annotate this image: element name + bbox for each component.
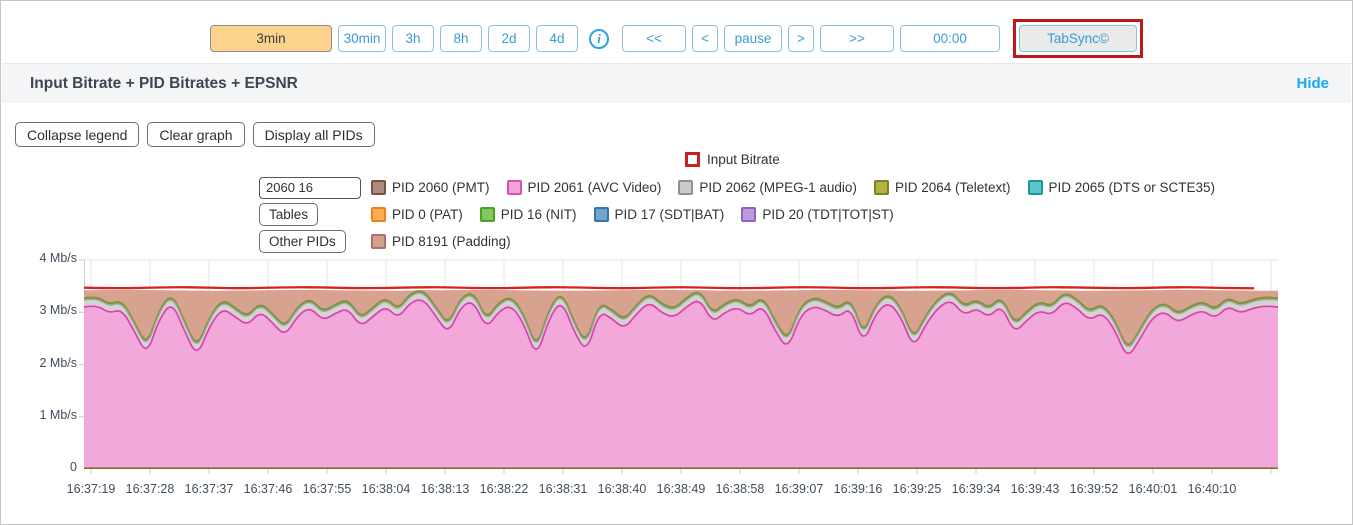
legend-item-pid-0-pat-[interactable]: PID 0 (PAT) [371, 207, 463, 222]
legend-item-pid-2064-teletext-[interactable]: PID 2064 (Teletext) [873, 180, 1011, 195]
legend-item-pid-2061-avc-video-[interactable]: PID 2061 (AVC Video) [506, 180, 662, 195]
legend-swatch [741, 207, 757, 222]
x-tick-label: 16:40:01 [1128, 482, 1178, 496]
x-tick-label: 16:38:58 [715, 482, 765, 496]
x-tick-label: 16:37:46 [243, 482, 293, 496]
legend-swatch [1027, 180, 1043, 195]
legend-swatch [593, 207, 609, 222]
time-range-button-2d[interactable]: 2d [488, 25, 530, 52]
legend-label: PID 8191 (Padding) [392, 234, 511, 249]
legend-item-pid-2065-dts-or-scte35-[interactable]: PID 2065 (DTS or SCTE35) [1027, 180, 1216, 195]
legend-swatch [873, 180, 889, 195]
x-tick-label: 16:38:40 [597, 482, 647, 496]
legend-label: PID 17 (SDT|BAT) [614, 207, 725, 222]
fast-forward-button[interactable]: >> [820, 25, 894, 52]
step-forward-button[interactable]: > [788, 25, 814, 52]
x-tick-label: 16:38:13 [420, 482, 470, 496]
legend-item-pid-20-tdt-tot-st-[interactable]: PID 20 (TDT|TOT|ST) [741, 207, 894, 222]
hide-link[interactable]: Hide [1296, 75, 1329, 92]
legend-row-tables: Tables PID 0 (PAT) PID 16 (NIT) PID 17 (SD… [259, 201, 1215, 228]
legend-row-other-pids: Other PIDs PID 8191 (Padding) [259, 228, 1215, 255]
x-tick-label: 16:39:52 [1069, 482, 1119, 496]
legend-label: PID 2062 (MPEG-1 audio) [699, 180, 857, 195]
time-offset-button[interactable]: 00:00 [900, 25, 1000, 52]
legend-label: PID 0 (PAT) [392, 207, 463, 222]
clear-graph-button[interactable]: Clear graph [147, 122, 245, 147]
y-tick-label: 4 Mb/s [39, 251, 77, 265]
legend-item-pid-17-sdt-bat-[interactable]: PID 17 (SDT|BAT) [593, 207, 725, 222]
time-range-button-3h[interactable]: 3h [392, 25, 434, 52]
x-tick-label: 16:37:37 [184, 482, 234, 496]
pause-button[interactable]: pause [724, 25, 782, 52]
top-toolbar: 3min 30min 3h 8h 2d 4d i << < pause > >>… [1, 19, 1352, 58]
red-annotation-box: TabSync© [1013, 19, 1143, 58]
y-tick-label: 0 [70, 460, 77, 474]
legend-label: PID 16 (NIT) [500, 207, 577, 222]
input-bitrate-label: Input Bitrate [707, 152, 780, 167]
tabsync-button[interactable]: TabSync© [1019, 25, 1137, 52]
time-range-button-4d[interactable]: 4d [536, 25, 578, 52]
pid-legend: PID 2060 (PMT) PID 2061 (AVC Video) PID 20… [259, 174, 1215, 255]
panel-title: Input Bitrate + PID Bitrates + EPSNR [30, 74, 298, 92]
x-tick-label: 16:38:22 [479, 482, 529, 496]
x-tick-label: 16:39:43 [1010, 482, 1060, 496]
y-tick-label: 1 Mb/s [39, 407, 77, 422]
step-back-button[interactable]: < [692, 25, 718, 52]
x-tick-label: 16:39:16 [833, 482, 883, 496]
legend-swatch [479, 207, 495, 222]
legend-label: PID 2064 (Teletext) [894, 180, 1011, 195]
legend-item-pid-16-nit-[interactable]: PID 16 (NIT) [479, 207, 577, 222]
tables-button[interactable]: Tables [259, 203, 319, 226]
y-tick-label: 3 Mb/s [39, 303, 77, 318]
x-tick-label: 16:37:55 [302, 482, 352, 496]
legend-label: PID 20 (TDT|TOT|ST) [762, 207, 894, 222]
time-range-button-8h[interactable]: 8h [440, 25, 482, 52]
x-tick-label: 16:39:25 [892, 482, 942, 496]
legend-label: PID 2060 (PMT) [392, 180, 490, 195]
y-tick-label: 2 Mb/s [39, 355, 77, 370]
legend-item-pid-2060-pmt-[interactable]: PID 2060 (PMT) [371, 180, 490, 195]
legend-label: PID 2061 (AVC Video) [527, 180, 662, 195]
time-range-button-3min[interactable]: 3min [210, 25, 332, 52]
legend-row-filtered-pids: PID 2060 (PMT) PID 2061 (AVC Video) PID 20… [259, 174, 1215, 201]
legend-swatch [371, 207, 386, 222]
input-bitrate-swatch [685, 152, 700, 167]
legend-item-input-bitrate[interactable]: Input Bitrate [685, 152, 780, 167]
x-tick-label: 16:39:07 [774, 482, 824, 496]
legend-swatch [371, 234, 386, 249]
info-icon[interactable]: i [589, 28, 609, 49]
x-tick-label: 16:38:49 [656, 482, 706, 496]
legend-swatch [506, 180, 522, 195]
x-tick-label: 16:37:19 [66, 482, 116, 496]
x-tick-label: 16:37:28 [125, 482, 175, 496]
x-tick-label: 16:39:34 [951, 482, 1001, 496]
other-pids-button[interactable]: Other PIDs [259, 230, 346, 253]
legend-swatch [371, 180, 386, 195]
bitrate-chart[interactable] [79, 259, 1289, 482]
pid-filter-input[interactable] [259, 176, 361, 199]
x-tick-label: 16:38:04 [361, 482, 411, 496]
rewind-button[interactable]: << [622, 25, 686, 52]
legend-item-pid-8191-padding-[interactable]: PID 8191 (Padding) [371, 234, 511, 249]
graph-controls: Collapse legend Clear graph Display all … [15, 122, 375, 147]
panel-header: Input Bitrate + PID Bitrates + EPSNR Hid… [2, 63, 1351, 103]
legend-swatch [678, 180, 694, 195]
legend-label: PID 2065 (DTS or SCTE35) [1048, 180, 1216, 195]
display-all-pids-button[interactable]: Display all PIDs [252, 122, 375, 147]
legend-item-pid-2062-mpeg-1-audio-[interactable]: PID 2062 (MPEG-1 audio) [678, 180, 857, 195]
time-range-button-30min[interactable]: 30min [338, 25, 386, 52]
x-tick-label: 16:38:31 [538, 482, 588, 496]
collapse-legend-button[interactable]: Collapse legend [15, 122, 140, 147]
x-tick-label: 16:40:10 [1187, 482, 1237, 496]
